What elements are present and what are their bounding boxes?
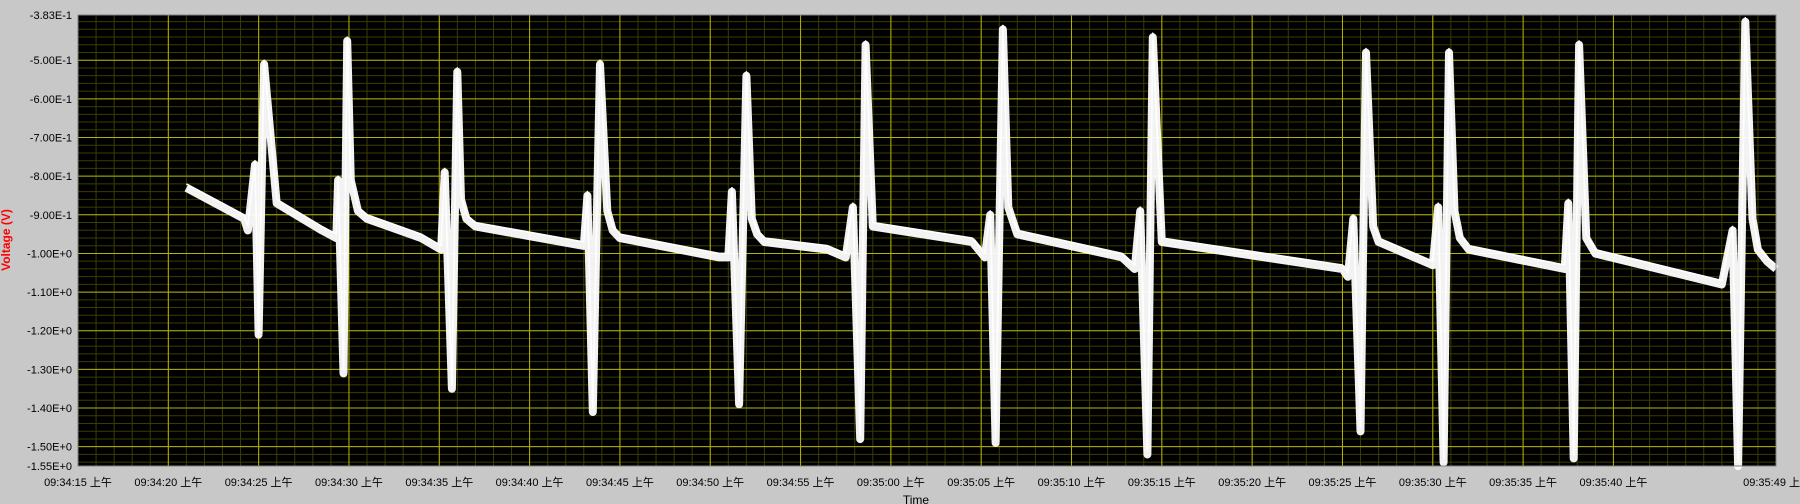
y-tick-label: -1.10E+0 bbox=[27, 287, 72, 299]
x-tick-label: 09:34:15 上午 bbox=[44, 476, 112, 489]
x-tick-label: 09:34:30 上午 bbox=[315, 476, 383, 489]
y-axis: -3.83E-1 -5.00E-1 -6.00E-1 -7.00E-1 -8.00E-1… bbox=[27, 10, 72, 473]
x-tick-label: 09:34:25 上午 bbox=[225, 476, 293, 489]
x-tick-label: 09:35:49 上 bbox=[1743, 476, 1800, 489]
x-tick-label: 09:34:50 上午 bbox=[676, 476, 744, 489]
x-tick-label: 09:35:30 上午 bbox=[1399, 476, 1467, 489]
y-axis-label: Voltage (V) bbox=[0, 209, 13, 271]
x-tick-label: 09:34:35 上午 bbox=[405, 476, 473, 489]
y-tick-label: -7.00E-1 bbox=[30, 133, 72, 145]
y-tick-label: -8.00E-1 bbox=[30, 171, 72, 183]
x-tick-label: 09:35:00 上午 bbox=[857, 476, 925, 489]
x-tick-label: 09:35:40 上午 bbox=[1579, 476, 1647, 489]
x-tick-label: 09:34:45 上午 bbox=[586, 476, 654, 489]
x-tick-label: 09:34:20 上午 bbox=[134, 476, 202, 489]
y-tick-label: -5.00E-1 bbox=[30, 55, 72, 67]
x-tick-label: 09:34:40 上午 bbox=[496, 476, 564, 489]
y-tick-label: -1.55E+0 bbox=[27, 461, 72, 473]
y-tick-label: -6.00E-1 bbox=[30, 94, 72, 106]
y-tick-label: -1.20E+0 bbox=[27, 326, 72, 338]
x-tick-label: 09:35:35 上午 bbox=[1489, 476, 1557, 489]
plot-frame bbox=[77, 14, 1777, 467]
y-tick-label: -9.00E-1 bbox=[30, 210, 72, 222]
y-tick-label: -1.50E+0 bbox=[27, 442, 72, 454]
x-tick-label: 09:35:15 上午 bbox=[1128, 476, 1196, 489]
y-tick-label: -1.00E+0 bbox=[27, 248, 72, 260]
x-tick-label: 09:35:05 上午 bbox=[947, 476, 1015, 489]
y-tick-label: -1.30E+0 bbox=[27, 364, 72, 376]
x-axis-label: Time bbox=[903, 493, 930, 504]
x-tick-label: 09:35:20 上午 bbox=[1218, 476, 1286, 489]
x-tick-label: 09:35:25 上午 bbox=[1309, 476, 1377, 489]
x-axis: 09:34:15 上午 09:34:20 上午 09:34:25 上午 09:34:3… bbox=[44, 476, 1800, 489]
x-tick-label: 09:34:55 上午 bbox=[767, 476, 835, 489]
y-tick-label: -1.40E+0 bbox=[27, 403, 72, 415]
y-tick-label: -3.83E-1 bbox=[30, 10, 72, 22]
voltage-trace-noise bbox=[186, 16, 1777, 463]
x-tick-label: 09:35:10 上午 bbox=[1038, 476, 1106, 489]
